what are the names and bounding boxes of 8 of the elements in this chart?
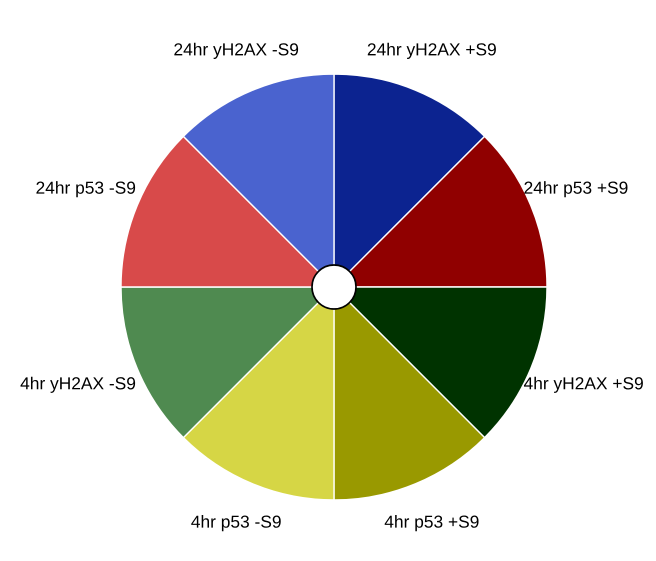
slice-label: 24hr yH2AX +S9 xyxy=(368,42,496,59)
slice-label: 4hr yH2AX +S9 xyxy=(524,376,643,393)
slice-label: 24hr p53 -S9 xyxy=(36,181,136,198)
slice-label: 4hr yH2AX -S9 xyxy=(20,376,136,393)
slice-label: 4hr p53 -S9 xyxy=(191,515,281,532)
slice-label: 24hr p53 +S9 xyxy=(524,181,628,198)
slice-label: 24hr yH2AX -S9 xyxy=(174,42,298,59)
slice-label: 4hr p53 +S9 xyxy=(384,515,479,532)
